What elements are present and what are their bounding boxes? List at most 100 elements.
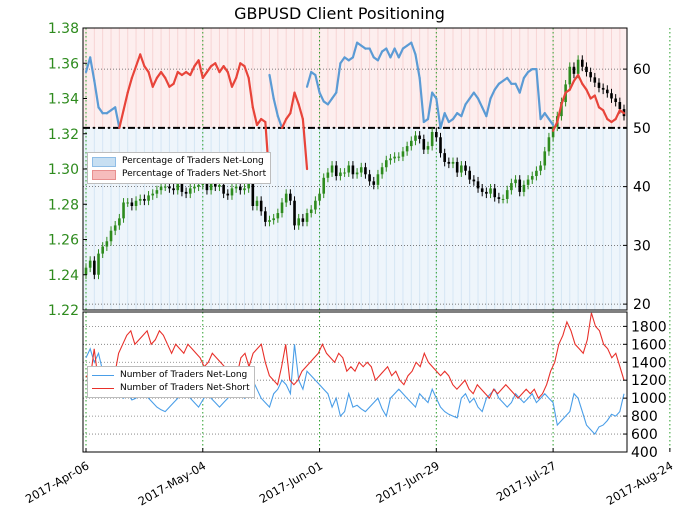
pct-long-segment bbox=[472, 91, 480, 100]
pct-long-segment bbox=[339, 56, 346, 65]
pct-long-segment bbox=[326, 97, 334, 106]
pct-short-segment bbox=[251, 106, 259, 127]
candle-body bbox=[343, 172, 346, 174]
x-tick-label: 2017-Aug-24 bbox=[604, 458, 675, 507]
pct-long-segment bbox=[535, 68, 542, 121]
pct-long-segment bbox=[397, 47, 405, 59]
candle-body bbox=[97, 253, 100, 275]
candle-body bbox=[597, 82, 601, 88]
pct-short-segment bbox=[214, 62, 221, 74]
candle-body bbox=[176, 183, 180, 191]
candle-body bbox=[130, 202, 134, 207]
candle-body bbox=[443, 153, 446, 162]
candle-body bbox=[351, 165, 355, 175]
pct-long-segment bbox=[418, 76, 425, 124]
price-tick-label: 1.22 bbox=[48, 303, 79, 319]
pct-short-segment bbox=[139, 53, 146, 68]
candle-body bbox=[305, 213, 309, 222]
pct-long-segment bbox=[410, 41, 417, 56]
candle-body bbox=[234, 186, 238, 189]
count-tick-label: 1600 bbox=[631, 337, 667, 353]
pct-long-segment bbox=[318, 91, 325, 103]
candle-body bbox=[480, 188, 484, 192]
candle-body bbox=[397, 156, 401, 158]
count-tick-label: 1800 bbox=[631, 319, 667, 335]
percent-tick-label: 20 bbox=[633, 297, 651, 313]
pct-short-segment bbox=[602, 109, 609, 121]
pct-short-segment bbox=[289, 91, 296, 115]
pct-short-segment bbox=[159, 70, 167, 80]
x-tick-label: 2017-Jul-27 bbox=[494, 458, 559, 503]
candle-body bbox=[543, 151, 547, 166]
candle-body bbox=[510, 183, 513, 191]
pct-short-segment bbox=[568, 79, 576, 91]
candle-body bbox=[247, 179, 250, 189]
candle-body bbox=[410, 140, 413, 147]
candle-body bbox=[551, 126, 555, 138]
candle-body bbox=[309, 209, 313, 214]
pct-short-segment bbox=[556, 103, 563, 124]
pct-short-segment bbox=[118, 109, 125, 129]
candle-body bbox=[255, 200, 259, 207]
candle-body bbox=[501, 198, 505, 200]
pct-long-segment bbox=[431, 91, 438, 100]
percent-tick-label: 50 bbox=[633, 121, 651, 137]
candle-body bbox=[572, 66, 576, 74]
pct-short-segment bbox=[230, 76, 238, 88]
pct-long-segment bbox=[272, 97, 279, 118]
pct-long-segment bbox=[426, 91, 434, 121]
candle-body bbox=[84, 267, 88, 275]
pct-long-segment bbox=[84, 56, 92, 74]
count-tick-label: 1400 bbox=[631, 355, 667, 371]
pct-long-segment bbox=[89, 56, 96, 82]
candle-body bbox=[601, 87, 605, 90]
candle-body bbox=[468, 170, 471, 180]
pct-long-segment bbox=[439, 112, 446, 129]
pct-long-segment bbox=[493, 82, 500, 91]
candle-body bbox=[380, 167, 384, 175]
pct-short-segment bbox=[164, 76, 171, 88]
count-tick-label: 1000 bbox=[631, 391, 667, 407]
count-tick-label: 800 bbox=[631, 409, 658, 425]
count-tick-label: 400 bbox=[631, 445, 658, 461]
pct-long-segment bbox=[460, 103, 467, 118]
candle-body bbox=[530, 176, 534, 180]
pct-short-segment bbox=[130, 65, 138, 80]
count-long-line bbox=[85, 344, 625, 436]
pct-long-segment bbox=[485, 97, 492, 118]
candle-body bbox=[451, 161, 455, 164]
candle-body bbox=[401, 151, 405, 157]
pct-long-segment bbox=[543, 112, 551, 121]
candle-body bbox=[243, 188, 246, 191]
candle-body bbox=[535, 170, 538, 177]
candle-body bbox=[568, 66, 572, 85]
pct-short-segment bbox=[155, 70, 163, 80]
candle-body bbox=[447, 161, 451, 164]
candle-body bbox=[188, 188, 192, 194]
count-short-line bbox=[85, 312, 625, 400]
pct-long-segment bbox=[464, 97, 471, 106]
candle-body bbox=[118, 218, 121, 226]
candle-body bbox=[585, 66, 588, 73]
candle-body bbox=[180, 183, 184, 192]
candle-body bbox=[297, 218, 300, 226]
candle-body bbox=[280, 202, 284, 214]
pct-short-segment bbox=[614, 109, 621, 121]
candle-body bbox=[518, 179, 522, 192]
price-tick-label: 1.30 bbox=[48, 162, 79, 178]
candle-body bbox=[230, 188, 234, 196]
candle-body bbox=[576, 59, 580, 74]
candle-body bbox=[464, 165, 467, 171]
candle-body bbox=[93, 260, 96, 275]
candle-body bbox=[168, 186, 171, 189]
percent-tick-label: 40 bbox=[633, 180, 651, 196]
x-tick-label: 2017-Jun-01 bbox=[257, 458, 325, 506]
candle-body bbox=[472, 179, 476, 182]
candle-body bbox=[460, 165, 463, 173]
percent-tick-label: 60 bbox=[633, 62, 651, 78]
candle-body bbox=[618, 102, 622, 110]
candle-body bbox=[322, 177, 326, 194]
price-tick-label: 1.36 bbox=[48, 56, 79, 72]
candle-body bbox=[497, 197, 501, 199]
